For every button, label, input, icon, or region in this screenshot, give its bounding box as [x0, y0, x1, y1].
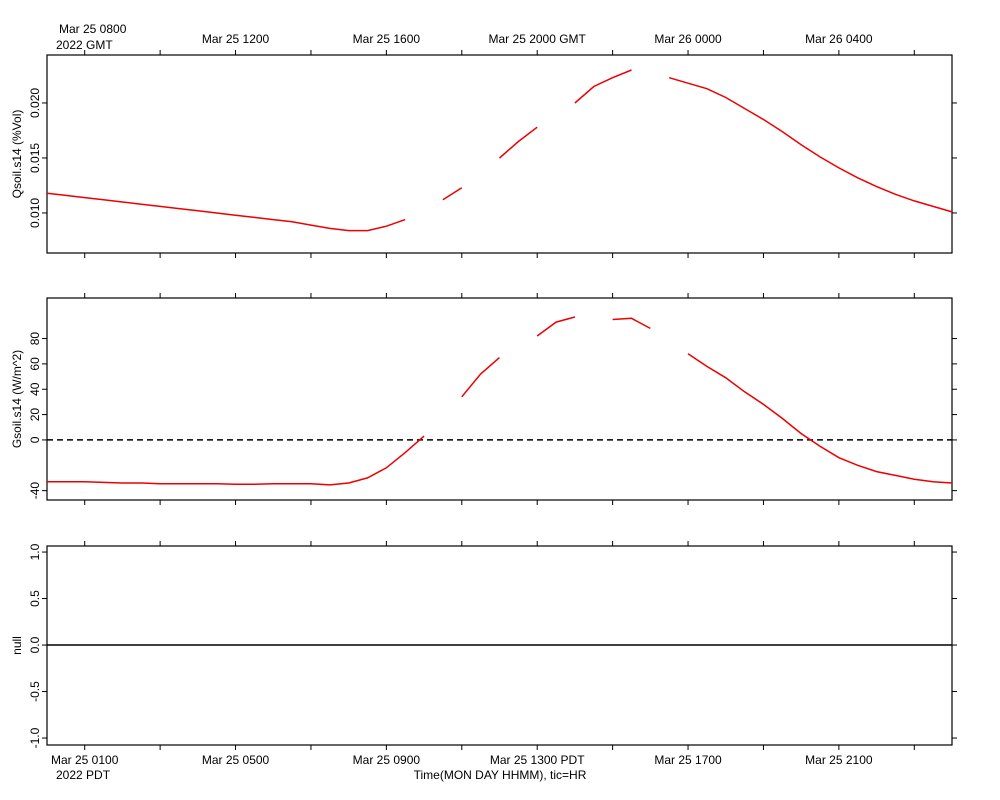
year-note: 2022 PDT — [56, 768, 111, 782]
x-tick-label-top: Mar 26 0400 — [805, 32, 873, 46]
data-line — [46, 69, 953, 232]
y-tick-label: 80 — [28, 332, 42, 346]
y-tick-label: -0.5 — [28, 681, 42, 702]
data-line — [47, 316, 953, 486]
plot-frame — [46, 297, 953, 501]
year-note: 2022 GMT — [56, 38, 113, 52]
y-tick-label: 0.010 — [28, 198, 42, 228]
y-axis-label: Qsoil.s14 (%Vol) — [10, 110, 24, 199]
x-tick-label-top: Mar 26 0000 — [654, 32, 722, 46]
x-tick-label-bottom: Mar 25 2100 — [805, 753, 873, 767]
x-tick-label-top: Mar 25 1200 — [202, 32, 270, 46]
y-tick-label: 60 — [28, 357, 42, 371]
x-tick-label-top: Mar 25 2000 GMT — [489, 32, 587, 46]
x-tick-label-top: Mar 25 1600 — [353, 32, 421, 46]
y-tick-label: 1.0 — [28, 543, 42, 560]
y-tick-label: 0.015 — [28, 143, 42, 173]
y-tick-label: 20 — [28, 408, 42, 422]
plot-frame — [46, 54, 953, 254]
y-tick-label: 0.5 — [28, 590, 42, 607]
x-axis-label: Time(MON DAY HHMM), tic=HR — [414, 768, 587, 782]
x-tick-label-bottom: Mar 25 0900 — [353, 753, 421, 767]
x-tick-label-bottom: Mar 25 1300 PDT — [490, 753, 585, 767]
x-tick-label-bottom: Mar 25 0100 — [51, 753, 119, 767]
y-tick-label: 0.0 — [28, 636, 42, 653]
y-tick-label: 40 — [28, 382, 42, 396]
x-tick-label-bottom: Mar 25 0500 — [202, 753, 270, 767]
y-tick-label: 0 — [28, 436, 42, 443]
y-axis-label: Gsoil.s14 (W/m^2) — [10, 350, 24, 448]
y-tick-label: -40 — [28, 482, 42, 500]
y-tick-label: 0.020 — [28, 88, 42, 118]
y-axis-label: null — [10, 636, 24, 655]
x-tick-label-bottom: Mar 25 1700 — [654, 753, 722, 767]
y-tick-label: -1.0 — [28, 727, 42, 748]
x-tick-label-top: Mar 25 0800 — [59, 22, 127, 36]
